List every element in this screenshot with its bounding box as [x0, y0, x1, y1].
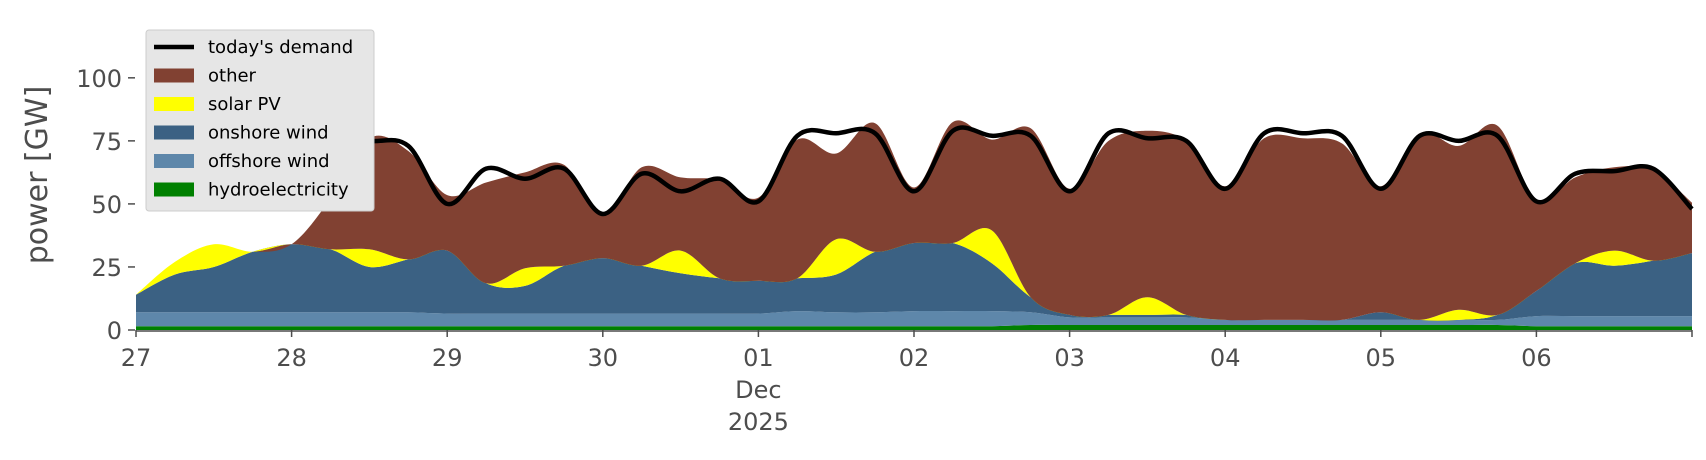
- x-tick-label: 01: [743, 344, 774, 372]
- plot-area: [136, 120, 1694, 330]
- legend-background: [145, 29, 375, 212]
- x-tick-label: 30: [588, 344, 619, 372]
- area-series-group: [136, 120, 1692, 330]
- x-tick-label: 05: [1366, 344, 1397, 372]
- area-hydro: [136, 324, 1692, 330]
- x-tick-label: 28: [276, 344, 307, 372]
- y-tick-label: 75: [91, 128, 122, 156]
- legend-label-solar: solar PV: [208, 94, 281, 115]
- x-tick-label: 02: [899, 344, 930, 372]
- y-axis: 0 25 50 75 100 power [GW]: [20, 65, 135, 345]
- legend-label-other: other: [208, 66, 257, 87]
- x-tick-label: 03: [1054, 344, 1085, 372]
- x-tick-label: 06: [1521, 344, 1552, 372]
- legend-label-demand: today's demand: [208, 37, 353, 58]
- y-tick-group: 0 25 50 75 100: [76, 65, 135, 345]
- area-offshore: [136, 311, 1692, 327]
- y-tick-label: 50: [91, 191, 122, 219]
- legend-items: today's demand other solar PV onshore wind o…: [154, 37, 353, 201]
- legend-swatch-offshore: [154, 154, 194, 168]
- line-demand: [289, 125, 1694, 217]
- y-tick-label: 0: [107, 317, 122, 345]
- legend-swatch-onshore: [154, 125, 194, 140]
- area-other: [136, 120, 1692, 321]
- y-tick-label: 25: [91, 254, 122, 282]
- x-sublabel-month: Dec: [735, 376, 781, 404]
- legend-swatch-other: [154, 68, 194, 83]
- x-tick-label: 04: [1210, 344, 1241, 372]
- x-tick-label: 29: [432, 344, 463, 372]
- legend-label-onshore: onshore wind: [208, 123, 329, 144]
- x-sublabel-year: 2025: [728, 408, 789, 436]
- legend: today's demand other solar PV onshore wind o…: [145, 29, 375, 212]
- legend-swatch-solar: [154, 97, 194, 111]
- y-tick-label: 100: [76, 65, 122, 93]
- legend-label-offshore: offshore wind: [208, 151, 330, 172]
- legend-label-hydro: hydroelectricity: [208, 180, 349, 201]
- y-axis-title: power [GW]: [20, 86, 55, 265]
- demand-line-group: [289, 125, 1694, 217]
- x-tick-label: 27: [121, 344, 152, 372]
- x-tick-group: 27 28 29 30 01 02 03 04 05 06: [121, 330, 1693, 372]
- x-axis: 27 28 29 30 01 02 03 04 05 06 Dec 2025: [121, 330, 1693, 436]
- area-onshore: [136, 241, 1692, 321]
- legend-swatch-hydro: [154, 182, 194, 197]
